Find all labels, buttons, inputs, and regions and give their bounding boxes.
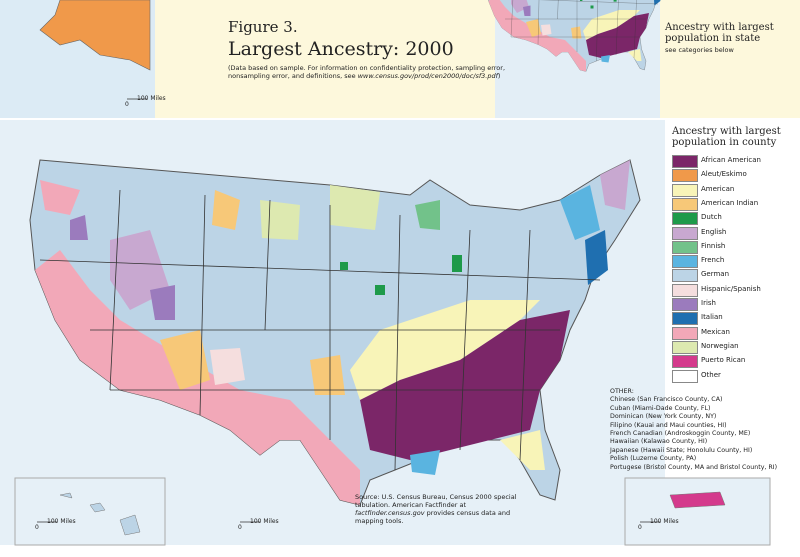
legend-label: Mexican [701,327,730,336]
legend-swatch [672,255,698,269]
legend-swatch [672,312,698,326]
legend-label: Puerto Rican [701,356,746,365]
legend-label: Finnish [701,241,726,250]
source-text: Source: U.S. Census Bureau, Census 2000 … [355,493,517,509]
other-item: Japanese (Hawaii State; Honolulu County,… [610,446,753,454]
legend-swatch [672,326,698,340]
hawaii-inset [14,477,166,546]
other-item: Dominican (New York County, NY) [610,413,717,421]
note-url: www.census.gov/prod/cen2000/doc/sf3.pdf [357,72,498,80]
scale-zero: 0 [35,524,39,531]
scale-zero: 0 [638,524,642,531]
legend-label: Irish [701,299,716,307]
legend-swatch [672,169,698,183]
other-item: Cuban (Miami-Dade County, FL) [610,404,711,412]
note-close: ) [497,72,501,80]
legend-swatch [672,197,698,211]
legend-swatch [672,340,698,354]
other-item: Filipino (Kauai and Maui counties, HI) [610,421,727,429]
legend-swatch [672,240,698,254]
legend-label: French [701,256,725,265]
puerto-rico-inset [624,477,771,546]
legend-swatch [672,369,698,383]
legend-label: African American [701,156,761,164]
other-item: Portugese (Bristol County, MA and Bristo… [610,463,778,471]
other-item: Polish (Luzerne County, PA) [610,455,697,463]
legend-swatch [672,355,698,369]
alaska [39,0,151,71]
other-item: French Canadian (Androskoggin County, ME… [610,430,751,438]
source-rest: provides census data and mapping tools. [355,509,511,525]
title: Largest Ancestry: 2000 [228,38,454,60]
scale-zero: 0 [125,101,129,108]
state-subtitle: see categories below [665,46,734,54]
other-list: OTHER: Chinese (San Francisco County, CA)… [610,388,777,472]
legend-label: English [701,227,727,236]
legend-label: German [701,270,730,279]
legend-label: American Indian [701,198,759,207]
legend-label: Aleut/Eskimo [701,170,747,179]
legend-label: Italian [701,313,723,322]
note-text: (Data based on sample. For information o… [228,64,506,80]
scale-bars [37,98,660,523]
other-item: Chinese (San Francisco County, CA) [610,396,723,404]
scale-label: 100 Miles [137,95,166,102]
legend-swatch [672,283,698,297]
legend-label: Hispanic/Spanish [701,284,761,293]
legend-swatch [672,226,698,240]
scale-label: 100 Miles [650,518,679,525]
figure-number: Figure 3. [228,18,298,36]
legend-label: Dutch [701,213,722,222]
puerto-rico [669,491,726,509]
legend-swatch [672,183,698,197]
legend-label: American [701,184,735,193]
source: Source: U.S. Census Bureau, Census 2000 … [355,493,530,525]
legend-label: Other [701,370,721,379]
note: (Data based on sample. For information o… [228,64,508,80]
legend-title: Ancestry with largest population in coun… [672,126,781,148]
scale-label: 100 Miles [250,518,279,525]
scale-zero: 0 [238,524,242,531]
legend-label: Norwegian [701,341,739,350]
legend-swatch [672,298,698,311]
legend-swatch [672,155,698,168]
scale-label: 100 Miles [47,518,76,525]
legend-swatch [672,269,698,283]
hawaii [59,492,141,536]
source-url: factfinder.census.gov [355,509,425,517]
other-item: Hawaiian (Kalawao County, HI) [610,438,708,446]
other-heading: OTHER: [610,388,634,395]
state-title: Ancestry with largest population in stat… [665,22,774,44]
legend-swatch [672,212,698,226]
